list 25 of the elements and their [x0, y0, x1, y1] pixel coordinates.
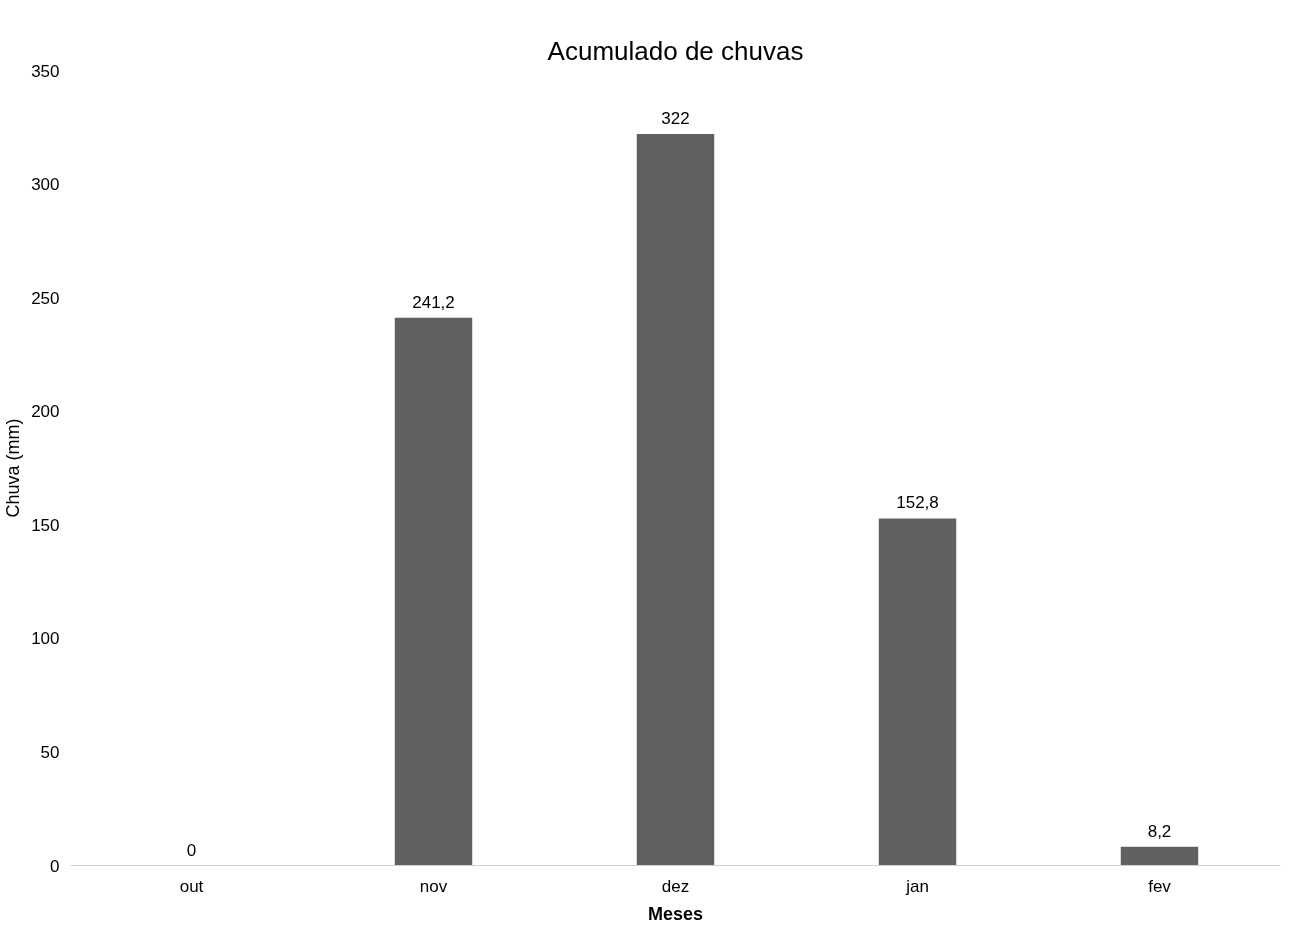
y-tick-label: 350 — [31, 61, 60, 81]
x-tick-label: out — [179, 876, 204, 896]
y-tick-label: 100 — [31, 629, 60, 649]
bar — [878, 518, 957, 866]
x-axis-title: Meses — [647, 903, 704, 924]
bar — [394, 317, 473, 866]
data-label: 8,2 — [1147, 821, 1172, 841]
data-label: 152,8 — [896, 493, 939, 513]
y-tick-label: 50 — [40, 742, 60, 762]
bar — [1120, 846, 1199, 866]
y-tick-label: 300 — [31, 175, 60, 195]
data-label: 322 — [661, 109, 690, 129]
y-tick-label: 250 — [31, 288, 60, 308]
x-tick-label: dez — [661, 876, 690, 896]
x-tick-label: fev — [1148, 876, 1172, 896]
y-tick-label: 0 — [50, 856, 60, 876]
data-label: 0 — [186, 840, 197, 860]
y-tick-label: 200 — [31, 402, 60, 422]
y-axis-title: Chuva (mm) — [3, 418, 24, 518]
data-label: 241,2 — [412, 292, 455, 312]
chart-title: Acumulado de chuvas — [547, 35, 804, 66]
bar — [636, 134, 715, 866]
y-tick-label: 150 — [31, 515, 60, 535]
x-tick-label: jan — [905, 876, 929, 896]
x-tick-label: nov — [419, 876, 448, 896]
